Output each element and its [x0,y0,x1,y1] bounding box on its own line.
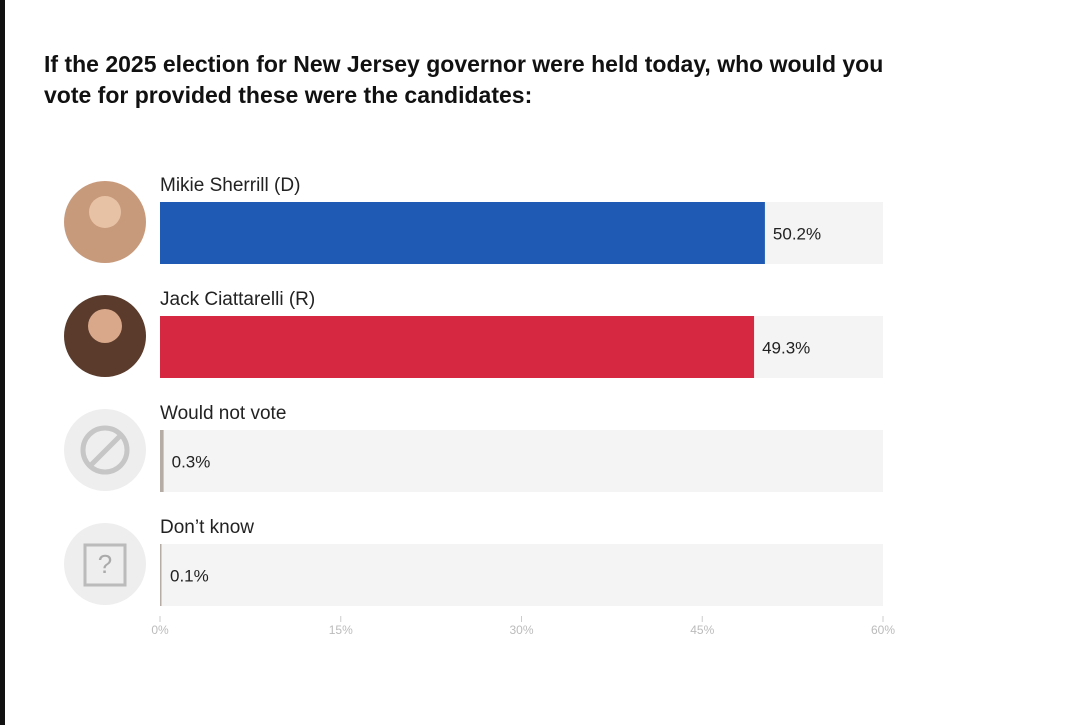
icon-none [88,433,123,468]
icon-unknown: ? [98,549,112,579]
icon-none [80,425,130,475]
category-label: Mikie Sherrill (D) [160,175,300,196]
x-tick-label: 30% [509,623,533,637]
avatar-face [89,196,121,228]
x-tick-label: 15% [329,623,353,637]
bar [160,202,765,264]
value-label: 49.3% [762,338,810,357]
x-tick-label: 60% [871,623,895,637]
bar-track [160,430,883,492]
icon-unknown [83,543,127,587]
chart-title: If the 2025 election for New Jersey gove… [44,51,883,77]
avatar-face [88,309,122,343]
value-label: 0.3% [172,452,211,471]
x-tick-label: 0% [151,623,169,637]
value-label: 0.1% [170,566,209,585]
avatars: ? [64,181,146,605]
category-label: Jack Ciattarelli (R) [160,289,315,310]
bar [160,316,755,378]
value-label: 50.2% [773,224,821,243]
chart-subtitle: vote for provided these were the candida… [44,82,532,108]
left-edge [0,0,5,725]
bar [160,544,162,606]
bar-track [160,544,883,606]
x-tick-label: 45% [690,623,714,637]
bar [160,430,164,492]
category-label: Don’t know [160,517,254,538]
category-label: Would not vote [160,403,286,424]
